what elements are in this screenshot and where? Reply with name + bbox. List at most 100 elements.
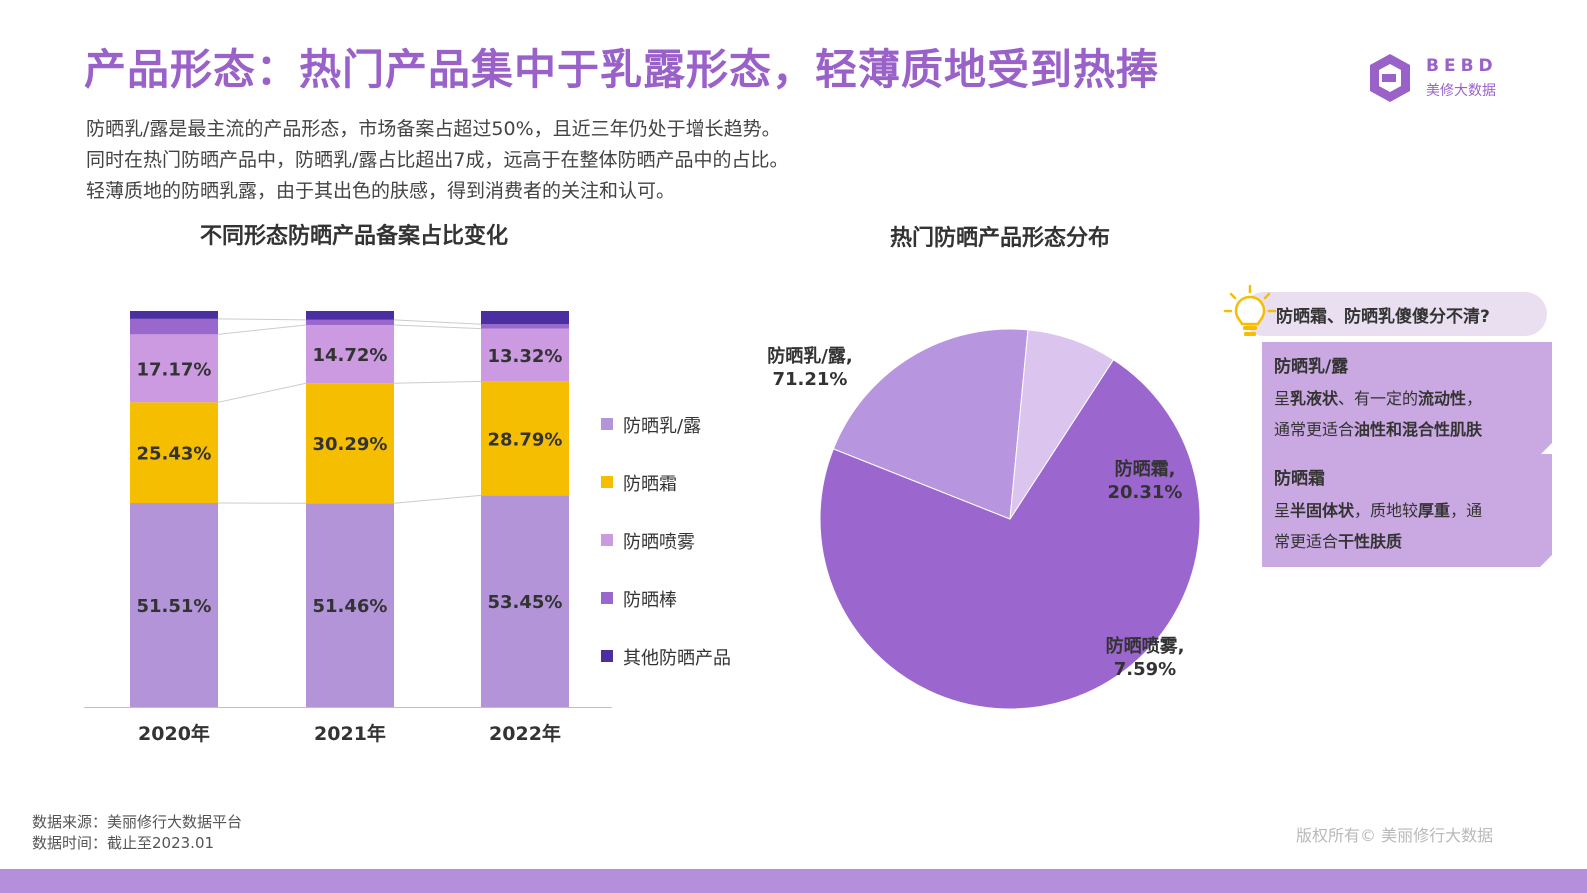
description-line: 轻薄质地的防晒乳露，由于其出色的肤感，得到消费者的关注和认可。: [86, 180, 676, 202]
tip-card-line: 呈半固体状，质地较厚重，通: [1274, 495, 1540, 526]
description-line: 同时在热门防晒产品中，防晒乳/露占比超出7成，远高于在整体防晒产品中的占比。: [86, 149, 789, 171]
pie-slice: [819, 358, 1201, 710]
legend-swatch: [601, 534, 613, 546]
slice-label-name: 防晒乳/露,: [767, 345, 852, 367]
bottom-accent-bar: [0, 869, 1587, 893]
bar-chart-title: 不同形态防晒产品备案占比变化: [200, 224, 509, 249]
legend-swatch: [601, 592, 613, 604]
description-line: 防晒乳/露是最主流的产品形态，市场备案占超过50%，且近三年仍处于增长趋势。: [86, 118, 781, 140]
slice-label-name: 防晒喷雾,: [1106, 635, 1185, 657]
slice-label-name: 防晒霜,: [1115, 458, 1176, 480]
bar-segment: [481, 328, 569, 382]
slice-label-value: 7.59%: [1114, 659, 1176, 680]
data-label: 13.32%: [488, 346, 563, 367]
text-span: 通常更适合: [1274, 420, 1355, 439]
text-bold: 乳液状: [1290, 389, 1339, 408]
legend-label: 防晒霜: [623, 474, 677, 495]
text-bold: 干性肤质: [1338, 532, 1403, 551]
text-span: ，通: [1450, 501, 1483, 520]
series-connector-line: [217, 318, 307, 321]
data-label: 17.17%: [137, 359, 212, 380]
card-corner-fold: [1540, 443, 1552, 455]
bar-segment: [130, 311, 218, 319]
lightbulb-icon: [1223, 284, 1277, 336]
pie-chart-title: 热门防晒产品形态分布: [890, 226, 1111, 251]
series-connector-line: [393, 319, 482, 325]
legend-label: 防晒喷雾: [623, 532, 695, 553]
legend-swatch: [601, 476, 613, 488]
text-bold: 半固体状: [1290, 501, 1355, 520]
legend-label: 其他防晒产品: [623, 648, 731, 669]
bar-segment: [130, 334, 218, 403]
tip-card-title: 防晒霜: [1274, 469, 1325, 489]
bar-segment: [130, 402, 218, 504]
x-tick-label: 2020年: [138, 722, 210, 745]
text-span: 呈: [1274, 501, 1291, 520]
legend-item: 防晒喷雾: [601, 528, 731, 586]
tip-question: 防晒霜、防晒乳傻傻分不清?: [1276, 307, 1490, 327]
tip-card-line: 呈乳液状、有一定的流动性，: [1274, 383, 1540, 414]
slice-label-value: 20.31%: [1108, 482, 1183, 503]
legend-item: 其他防晒产品: [601, 644, 731, 702]
x-tick-label: 2022年: [489, 722, 561, 745]
data-source: 数据来源：美丽修行大数据平台: [32, 813, 243, 831]
bebd-logo-icon: [1370, 54, 1410, 102]
bar-segment: [306, 311, 394, 320]
text-span: ，: [1466, 389, 1483, 408]
page-title: 产品形态：热门产品集中于乳露形态，轻薄质地受到热捧: [84, 45, 1160, 94]
stacked-bar-chart: 51.51% 25.43% 17.17% 2020年 51.46% 30.29% 14.72…: [84, 311, 612, 745]
text-bold: 油性和混合性肌肤: [1354, 420, 1483, 439]
legend-item: 防晒棒: [601, 586, 731, 644]
bar-segment: [130, 503, 218, 707]
data-label: 28.79%: [488, 429, 563, 450]
series-connector-line: [393, 494, 482, 504]
legend-item: 防晒霜: [601, 470, 731, 528]
pie-chart: 防晒乳/露,71.21% 防晒霜,20.31% 防晒喷雾,7.59%: [767, 328, 1201, 710]
bar-legend: 防晒乳/露 防晒霜 防晒喷雾 防晒棒 其他防晒产品: [601, 412, 731, 702]
text-span: 常更适合: [1274, 532, 1339, 551]
data-label: 53.45%: [488, 592, 563, 613]
text-span: 呈: [1274, 389, 1291, 408]
data-label: 14.72%: [313, 345, 388, 366]
slice-label-value: 71.21%: [773, 369, 848, 390]
card-corner-fold: [1540, 555, 1552, 567]
text-span: 、有一定的: [1338, 389, 1419, 408]
footer-source: 数据来源：美丽修行大数据平台 数据时间：截止至2023.01: [32, 812, 242, 854]
series-connector-line: [393, 324, 482, 330]
legend-item: 防晒乳/露: [601, 412, 731, 470]
bar-segment: [306, 319, 394, 325]
data-label: 51.46%: [313, 596, 388, 617]
tip-card-cream: 防晒霜 呈半固体状，质地较厚重，通 常更适合干性肤质: [1262, 454, 1552, 567]
bar-segment: [306, 503, 394, 707]
bar-segment: [481, 324, 569, 329]
data-label: 30.29%: [313, 434, 388, 455]
brand-logo: BEBD 美修大数据: [1366, 52, 1516, 108]
data-label: 51.51%: [137, 596, 212, 617]
series-connector-line: [393, 380, 482, 384]
legend-swatch: [601, 418, 613, 430]
bar-segment: [130, 318, 218, 335]
pie-slice: [832, 328, 1029, 520]
text-bold: 厚重: [1418, 501, 1451, 520]
bar-segment: [481, 495, 569, 707]
x-tick-label: 2021年: [314, 722, 386, 745]
series-connector-line: [217, 382, 307, 403]
text-span: ，质地较: [1354, 501, 1419, 520]
tip-question-bubble: 防晒霜、防晒乳傻傻分不清?: [1242, 292, 1547, 336]
logo-text-cn: 美修大数据: [1426, 83, 1496, 99]
bar-segment: [306, 383, 394, 504]
pie-slice: [1009, 329, 1115, 520]
series-connector-line: [217, 324, 307, 335]
tip-card-line: 常更适合干性肤质: [1274, 526, 1540, 557]
legend-label: 防晒乳/露: [623, 416, 702, 437]
tip-card-lotion: 防晒乳/露 呈乳液状、有一定的流动性， 通常更适合油性和混合性肌肤: [1262, 342, 1552, 455]
description: 防晒乳/露是最主流的产品形态，市场备案占超过50%，且近三年仍处于增长趋势。 同…: [86, 114, 789, 207]
bar-segment: [481, 311, 569, 325]
text-bold: 流动性: [1418, 389, 1467, 408]
bar-segment: [306, 324, 394, 384]
legend-label: 防晒棒: [623, 590, 677, 611]
legend-swatch: [601, 650, 613, 662]
tip-card-line: 通常更适合油性和混合性肌肤: [1274, 414, 1540, 445]
data-time: 数据时间：截止至2023.01: [32, 834, 215, 852]
data-label: 25.43%: [137, 444, 212, 465]
